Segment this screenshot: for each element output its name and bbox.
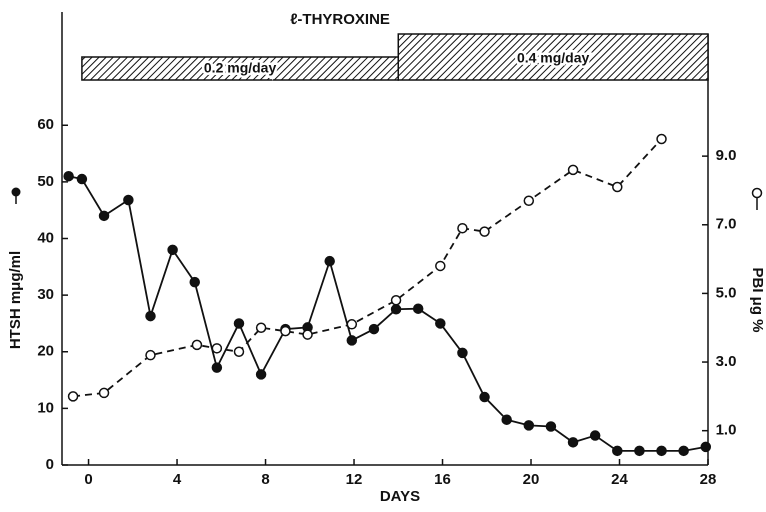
y-tick-label: 0 <box>46 456 54 473</box>
x-tick-label: 8 <box>261 471 269 488</box>
data-point <box>479 226 490 237</box>
data-point <box>98 387 110 399</box>
data-point <box>255 322 267 333</box>
y2-tick-label: 3.0 <box>716 353 737 370</box>
y2-tick-label: 9.0 <box>716 147 737 164</box>
data-point <box>368 323 380 335</box>
y-tick-label: 10 <box>37 399 54 416</box>
data-point <box>523 195 535 206</box>
y2-tick-label: 5.0 <box>716 284 737 301</box>
data-point <box>211 362 223 373</box>
data-point <box>145 310 156 322</box>
y2-tick-label: 7.0 <box>716 216 737 233</box>
data-point <box>189 276 200 288</box>
data-point <box>545 421 557 432</box>
data-point <box>390 304 402 315</box>
data-point <box>255 369 267 380</box>
data-point <box>191 339 203 351</box>
data-point <box>346 319 358 330</box>
data-point <box>567 437 579 448</box>
data-point <box>479 391 490 403</box>
data-point <box>678 445 689 457</box>
data-point <box>233 346 245 357</box>
data-point <box>589 430 601 441</box>
legend-marker <box>751 187 763 199</box>
y-axis-label-group: HTSH mμg/ml <box>7 187 24 349</box>
data-point <box>63 170 74 182</box>
data-point <box>457 347 468 359</box>
x-tick-label: 4 <box>173 471 182 488</box>
series-line <box>68 175 706 452</box>
data-point <box>656 133 667 145</box>
y-tick-label: 50 <box>37 173 54 190</box>
x-tick-label: 24 <box>611 471 628 488</box>
dose-label: 0.2 mg/day <box>204 60 277 76</box>
y2-axis-label-group: PBI μg % <box>749 187 766 333</box>
chart-title: ℓ-THYROXINE <box>290 11 390 28</box>
data-point <box>457 222 468 234</box>
data-point <box>145 349 156 361</box>
data-point <box>76 173 88 185</box>
data-point <box>98 210 110 222</box>
data-point <box>612 445 623 457</box>
data-point <box>435 260 446 272</box>
data-point <box>211 343 223 354</box>
data-point <box>612 181 623 193</box>
data-point <box>346 335 358 346</box>
y-axis-label: HTSH mμg/ml <box>7 251 24 349</box>
x-tick-label: 12 <box>346 471 363 488</box>
data-point <box>435 318 446 329</box>
x-axis-label: DAYS <box>380 488 420 505</box>
y-tick-label: 60 <box>37 116 54 133</box>
x-tick-label: 20 <box>523 471 540 488</box>
x-tick-label: 28 <box>700 471 717 488</box>
data-point <box>390 295 402 306</box>
dose-bar <box>397 33 709 81</box>
y2-tick-label: 1.0 <box>716 422 737 439</box>
data-point <box>302 329 313 340</box>
data-point <box>700 441 712 453</box>
series-line <box>72 138 663 398</box>
data-point <box>523 420 535 431</box>
data-point <box>567 164 579 176</box>
y-tick-label: 30 <box>37 286 54 303</box>
y-tick-label: 40 <box>37 229 54 246</box>
x-tick-label: 16 <box>434 471 451 488</box>
data-point <box>501 414 512 425</box>
data-point <box>634 445 645 457</box>
data-point <box>324 255 335 267</box>
data-point <box>67 391 79 402</box>
data-point <box>412 303 424 314</box>
data-point <box>280 325 291 337</box>
x-tick-label: 0 <box>84 471 92 488</box>
y-tick-label: 20 <box>37 343 54 360</box>
data-point <box>233 318 245 329</box>
data-point <box>123 194 134 206</box>
data-point <box>656 445 667 457</box>
dose-label: 0.4 mg/day <box>517 50 590 66</box>
data-point <box>167 244 178 256</box>
y2-axis-label: PBI μg % <box>749 267 766 332</box>
